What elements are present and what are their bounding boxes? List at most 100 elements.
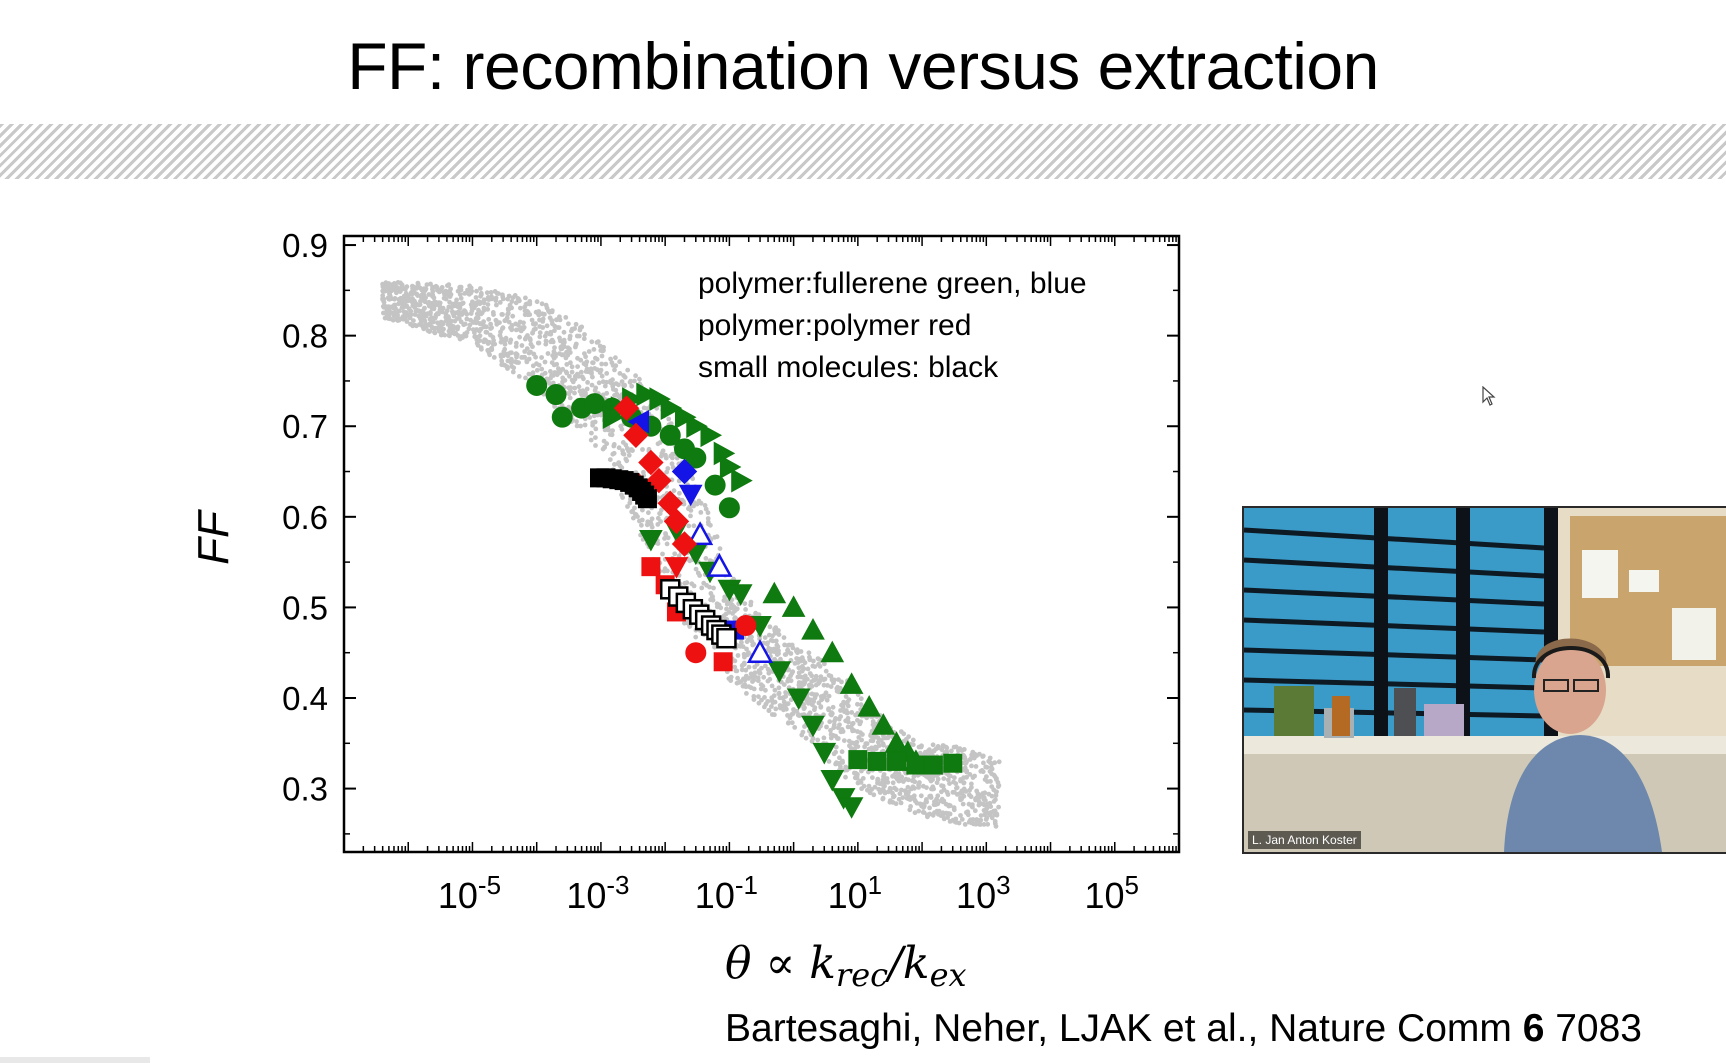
cloud-point	[805, 666, 811, 672]
cloud-point	[588, 437, 594, 443]
cloud-point	[406, 306, 412, 312]
cloud-point	[548, 375, 553, 381]
cloud-point	[945, 777, 951, 783]
cloud-point	[412, 322, 417, 328]
cloud-point	[514, 340, 519, 346]
cloud-point	[917, 801, 923, 807]
cloud-point	[640, 447, 645, 452]
cloud-point	[931, 748, 937, 754]
cloud-point	[543, 302, 549, 308]
x-tick-base: 10	[566, 875, 606, 916]
cloud-point	[717, 546, 723, 551]
cloud-point	[530, 371, 536, 376]
cloud-point	[589, 430, 594, 436]
cloud-point	[450, 330, 455, 336]
x-tick-exponent: -5	[478, 870, 501, 900]
x-tick-exponent: 3	[996, 870, 1010, 900]
cloud-point	[457, 284, 463, 290]
cloud-point	[746, 650, 751, 655]
cloud-point	[589, 339, 595, 345]
cloud-point	[799, 732, 805, 738]
cloud-point	[840, 758, 845, 764]
cloud-point	[927, 747, 932, 753]
cloud-point	[916, 782, 921, 788]
cloud-point	[896, 796, 902, 802]
cloud-point	[455, 304, 461, 310]
cloud-point	[444, 308, 450, 314]
cloud-point	[711, 585, 716, 591]
cloud-point	[968, 794, 974, 800]
cloud-point	[781, 695, 786, 700]
series-blue-diamond	[671, 458, 698, 485]
cloud-point	[732, 615, 738, 621]
cloud-point	[425, 328, 431, 334]
citation-page: 7083	[1544, 1007, 1643, 1050]
cloud-point	[800, 664, 805, 669]
cloud-point	[519, 343, 525, 348]
cloud-point	[794, 708, 800, 714]
cloud-point	[545, 351, 551, 356]
y-tick-label: 0.7	[282, 408, 328, 445]
cloud-point	[910, 737, 916, 743]
cloud-point	[501, 349, 507, 355]
cloud-point	[925, 813, 931, 819]
cloud-point	[930, 742, 936, 748]
y-tick-label: 0.4	[282, 680, 328, 717]
cloud-point	[440, 320, 446, 326]
cloud-point	[607, 457, 613, 462]
cloud-point	[640, 507, 645, 513]
cloud-point	[664, 469, 670, 475]
cloud-point	[841, 738, 847, 743]
minor-ticks	[343, 236, 1177, 852]
y-axis-label: FF	[189, 509, 238, 565]
cloud-point	[954, 792, 960, 797]
cloud-point	[778, 656, 783, 662]
cloud-point	[954, 785, 960, 790]
cloud-point	[549, 318, 555, 323]
cloud-point	[568, 360, 573, 366]
cloud-point	[588, 367, 594, 372]
cloud-point	[808, 697, 814, 703]
scrollbar-track[interactable]	[0, 1057, 150, 1063]
cloud-point	[943, 744, 949, 750]
cloud-point	[733, 607, 739, 612]
cloud-point	[940, 810, 946, 816]
cloud-point	[437, 307, 443, 313]
data-point	[867, 751, 887, 771]
cloud-point	[616, 393, 621, 399]
cloud-point	[935, 793, 941, 799]
y-tick-label: 0.6	[282, 499, 328, 536]
cloud-point	[574, 419, 579, 424]
citation-text: Bartesaghi, Neher, LJAK et al., Nature C…	[725, 1007, 1523, 1050]
cloud-point	[431, 303, 437, 308]
cloud-point	[741, 651, 747, 657]
cloud-point	[554, 317, 559, 323]
cloud-point	[518, 305, 523, 311]
x-title-slash: /k	[884, 938, 930, 989]
cloud-point	[901, 779, 906, 784]
cloud-point	[461, 322, 467, 328]
cloud-point	[514, 354, 519, 360]
cloud-point	[996, 804, 1001, 810]
cloud-point	[484, 330, 490, 335]
cloud-point	[843, 694, 849, 699]
video-call-tile[interactable]: L. Jan Anton Koster	[1242, 506, 1726, 854]
cloud-point	[703, 506, 709, 512]
cloud-point	[398, 295, 404, 301]
cloud-point	[855, 701, 860, 707]
cloud-point	[933, 802, 939, 807]
cloud-point	[583, 369, 589, 374]
cloud-point	[835, 684, 840, 690]
cloud-point	[537, 317, 542, 323]
cloud-point	[897, 791, 903, 797]
cloud-point	[408, 312, 414, 317]
cloud-point	[768, 649, 774, 655]
cloud-point	[825, 683, 830, 688]
data-point	[718, 497, 740, 519]
slide-title: FF: recombination versus extraction	[347, 29, 1379, 103]
cloud-point	[585, 380, 590, 385]
cloud-point	[732, 658, 738, 664]
cloud-point	[593, 443, 598, 448]
cloud-point	[821, 735, 827, 741]
data-point	[613, 395, 640, 421]
